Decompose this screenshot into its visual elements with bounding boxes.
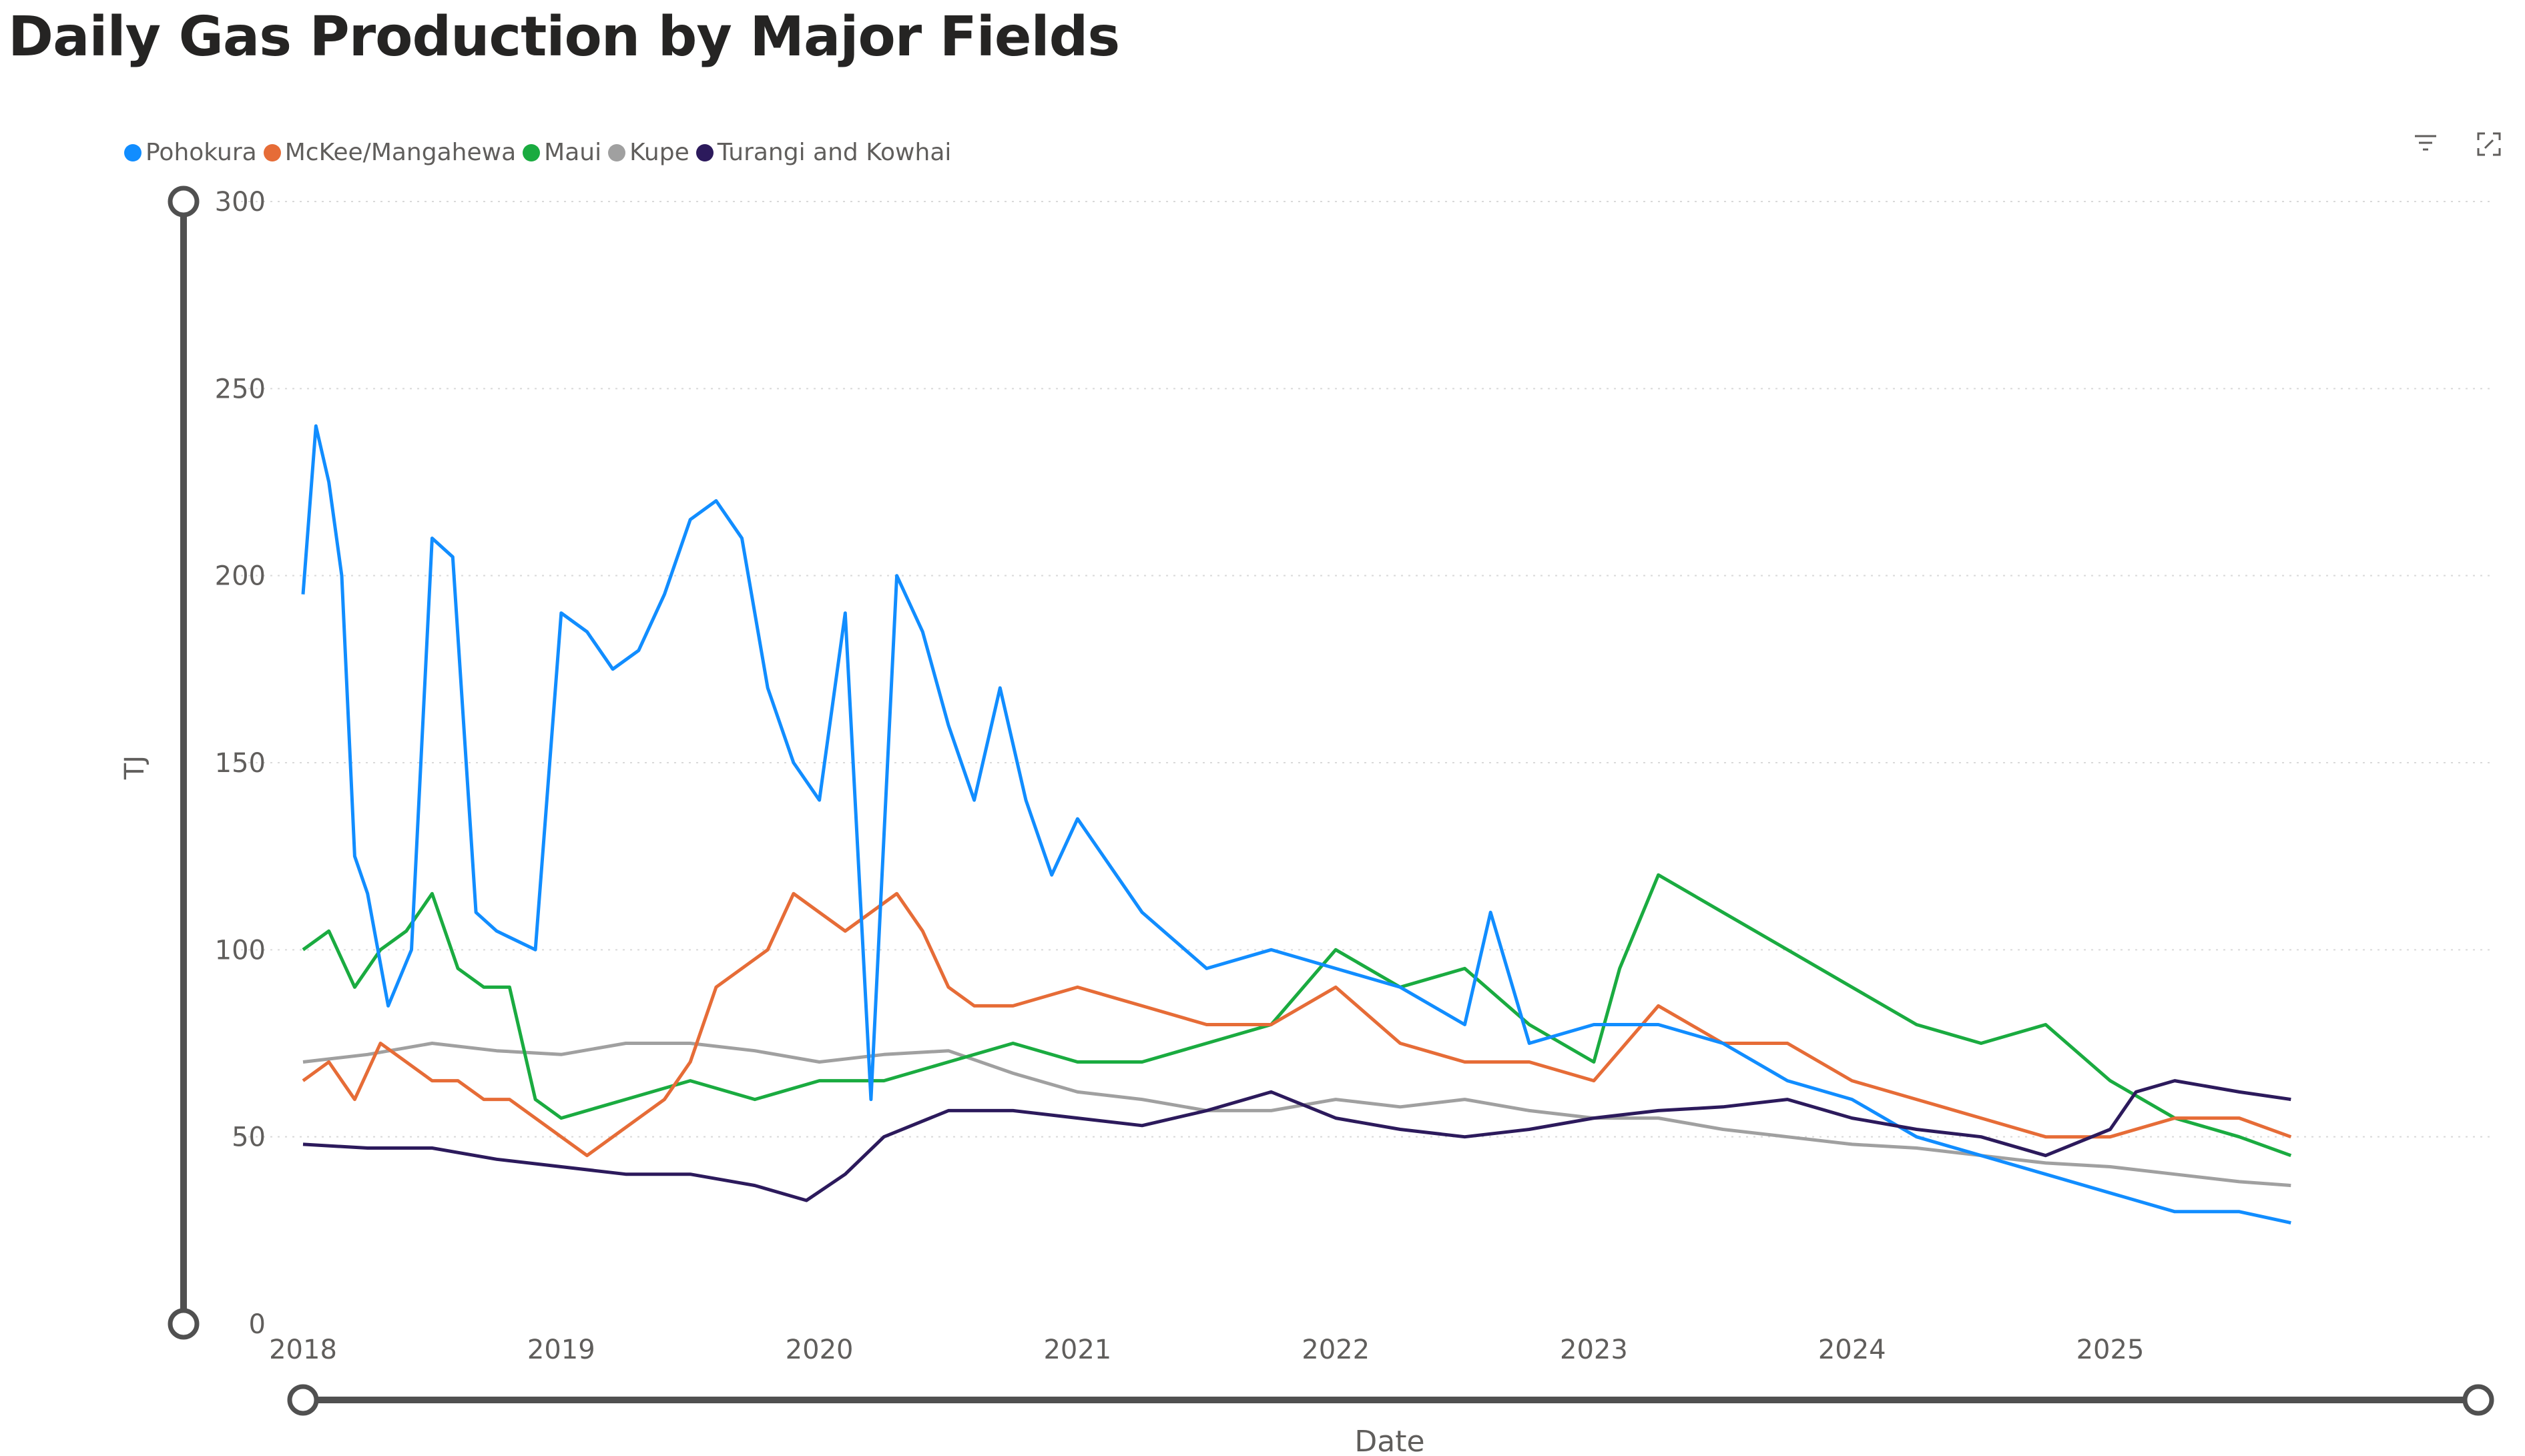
legend-label: Maui: [544, 139, 602, 166]
chart-title: Daily Gas Production by Major Fields: [8, 5, 1120, 69]
y-tick-label: 250: [215, 374, 266, 404]
gridlines: [234, 201, 2493, 1138]
x-slider-left-handle[interactable]: [287, 1384, 319, 1416]
legend-marker: [608, 143, 626, 161]
x-tick-label: 2020: [786, 1335, 854, 1365]
chart-legend: Pohokura McKee/Mangahewa Maui Kupe Turangi a…: [124, 139, 958, 166]
series-line-turangi-and-kowhai[interactable]: [302, 1079, 2291, 1202]
y-axis-ticks: 0 50 100 150 200 250 300: [215, 187, 266, 1340]
x-axis-label: Date: [1354, 1425, 1424, 1456]
x-tick-label: 2021: [1043, 1335, 1111, 1365]
legend-marker: [523, 143, 541, 161]
series-line-mckee-mangahewa[interactable]: [302, 891, 2292, 1158]
x-axis-range-slider[interactable]: [287, 1384, 2494, 1416]
legend-marker: [263, 143, 281, 161]
legend-item[interactable]: McKee/Mangahewa: [263, 139, 517, 166]
y-axis-range-slider[interactable]: [168, 186, 200, 1340]
x-tick-label: 2018: [269, 1335, 337, 1365]
y-tick-label: 50: [232, 1122, 266, 1153]
legend-label: Pohokura: [146, 139, 257, 166]
legend-marker: [695, 143, 714, 161]
series-line-pohokura[interactable]: [301, 424, 2291, 1225]
series-line-maui[interactable]: [302, 873, 2292, 1158]
x-tick-label: 2019: [527, 1335, 595, 1365]
legend-item[interactable]: Turangi and Kowhai: [695, 139, 952, 166]
x-tick-label: 2022: [1302, 1335, 1370, 1365]
y-slider-bottom-handle[interactable]: [168, 1308, 200, 1340]
y-tick-label: 300: [215, 187, 266, 218]
focus-mode-icon-glyph: [2477, 132, 2501, 156]
x-tick-label: 2025: [2076, 1335, 2145, 1365]
focus-mode-icon[interactable]: [2473, 128, 2505, 160]
y-tick-label: 200: [215, 561, 266, 592]
x-slider-right-handle[interactable]: [2462, 1384, 2494, 1416]
y-tick-label: 0: [249, 1309, 266, 1340]
y-slider-top-handle[interactable]: [168, 186, 200, 218]
filter-icon[interactable]: [2410, 128, 2442, 160]
legend-label: McKee/Mangahewa: [284, 139, 517, 166]
legend-marker: [124, 143, 142, 161]
series-line-kupe[interactable]: [302, 1042, 2291, 1188]
legend-item[interactable]: Maui: [523, 139, 601, 166]
x-tick-label: 2024: [1818, 1335, 1886, 1365]
legend-label: Turangi and Kowhai: [717, 139, 952, 166]
filter-icon-glyph: [2415, 135, 2436, 151]
legend-item[interactable]: Kupe: [608, 139, 689, 166]
series-layer: [301, 424, 2292, 1225]
y-tick-label: 150: [215, 748, 266, 779]
legend-item[interactable]: Pohokura: [124, 139, 257, 166]
y-tick-label: 100: [215, 935, 266, 966]
legend-label: Kupe: [629, 139, 689, 166]
x-axis-ticks: 2018 2019 2020 2021 2022 2023 2024 2025: [269, 1335, 2144, 1365]
y-axis-label: TJ: [119, 755, 150, 780]
x-tick-label: 2023: [1560, 1335, 1628, 1365]
